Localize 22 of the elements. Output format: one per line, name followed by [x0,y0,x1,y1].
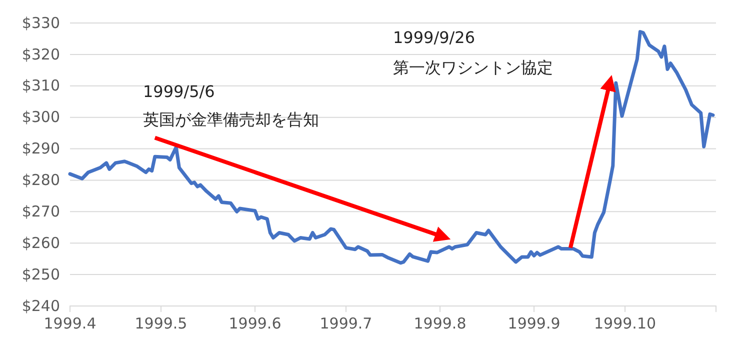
y-tick-label: $300 [22,108,60,126]
y-tick-label: $290 [22,140,60,158]
line-series [68,30,715,265]
annotation: 第一次ワシントン協定 [393,58,553,77]
y-tick-label: $260 [22,234,60,252]
y-tick-label: $330 [22,14,60,32]
x-tick-label: 1999.4 [44,314,96,333]
x-tick-label: 1999.6 [228,314,282,333]
y-tick-label: $240 [22,296,60,315]
x-tick-label: 1999.9 [508,314,560,333]
annotation: 1999/5/6 [143,82,215,101]
x-tick-label: 1999.8 [414,314,466,333]
x-tick-label: 1999.10 [594,314,656,333]
annotation: 英国が金準備売却を告知 [143,110,319,129]
annotation: 1999/9/26 [393,28,476,47]
y-tick-label: $280 [22,171,60,190]
x-tick-label: 1999.7 [320,314,372,333]
y-tick-label: $270 [22,202,60,220]
y-tick-label: $320 [22,45,60,64]
x-tick-label: 1999.5 [134,314,188,333]
y-tick-label: $250 [22,265,60,284]
y-tick-label: $310 [22,76,60,95]
